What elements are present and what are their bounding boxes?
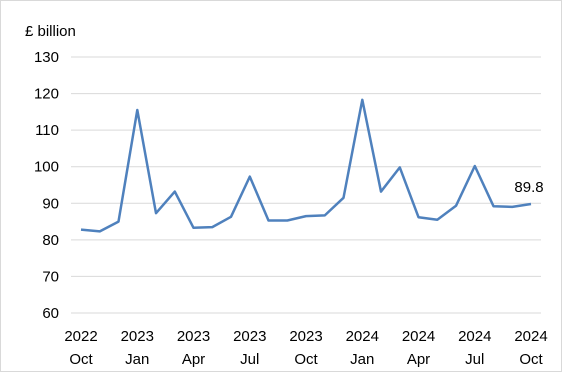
- y-tick-label: 90: [42, 195, 59, 212]
- x-tick-month: Oct: [519, 351, 543, 368]
- x-tick-month: Apr: [182, 351, 205, 368]
- x-tick-month: Jan: [350, 351, 374, 368]
- x-tick-month: Jan: [125, 351, 149, 368]
- x-tick-year: 2024: [402, 328, 435, 345]
- y-axis-label: £ billion: [25, 23, 76, 40]
- series-lines: [80, 98, 532, 233]
- x-tick-month: Jul: [465, 351, 484, 368]
- series-line-0: [80, 98, 532, 233]
- y-tick-label: 80: [42, 232, 59, 249]
- x-tick-month: Oct: [294, 351, 318, 368]
- y-tick-label: 70: [42, 268, 59, 285]
- y-tick-label: 130: [34, 49, 59, 66]
- y-tick-label: 110: [35, 122, 59, 139]
- y-tick-label: 60: [42, 305, 59, 322]
- x-tick-year: 2022: [64, 328, 97, 345]
- data-label: 89.8: [514, 179, 543, 196]
- x-tick-year: 2024: [458, 328, 491, 345]
- x-tick-year: 2023: [177, 328, 210, 345]
- x-tick-month: Oct: [69, 351, 93, 368]
- x-tick-month: Jul: [240, 351, 259, 368]
- x-tick-year: 2023: [121, 328, 154, 345]
- x-tick-year: 2024: [514, 328, 547, 345]
- y-tick-label: 120: [34, 86, 59, 103]
- y-tick-label: 100: [34, 159, 59, 176]
- x-tick-month: Apr: [407, 351, 430, 368]
- x-tick-year: 2023: [233, 328, 266, 345]
- x-axis-ticks: 2022 Oct 2023 Jan 2023 Apr 2023 Jul 2023 Oct 2024 J…: [64, 328, 547, 368]
- x-tick-year: 2023: [289, 328, 322, 345]
- gridlines: [71, 56, 541, 314]
- x-tick-year: 2024: [346, 328, 379, 345]
- y-axis-ticks: 60 70 80 90 100 110 120 130: [34, 49, 59, 322]
- data-labels: 89.8: [514, 179, 543, 196]
